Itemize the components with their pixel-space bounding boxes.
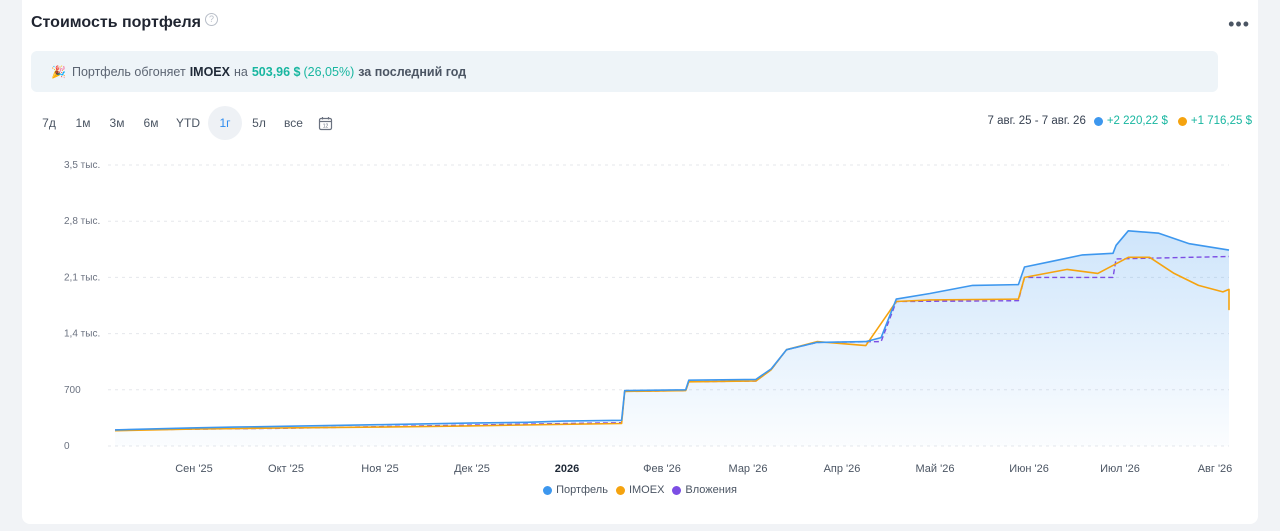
period-6m[interactable]: 6м [143, 116, 159, 130]
imoex-change: +1 716,25 $ [1190, 115, 1252, 127]
banner-amount: 503,96 $ [251, 64, 301, 79]
chart-legend: Портфель IMOEX Вложения [0, 484, 1280, 496]
x-tick-label: Ноя '25 [361, 463, 398, 475]
banner-percent: (26,05%) [303, 64, 355, 79]
x-tick-label: Фев '26 [643, 463, 681, 475]
x-tick-label: Июл '26 [1100, 463, 1140, 475]
x-tick-label: Сен '25 [175, 463, 213, 475]
x-tick-label: Апр '26 [824, 463, 861, 475]
period-selector: 7д 1м 3м 6м YTD 1г 5л все 12 [32, 106, 341, 140]
period-all[interactable]: все [284, 116, 303, 130]
card-title: Стоимость портфеля [31, 14, 202, 31]
period-1m[interactable]: 1м [75, 116, 91, 130]
y-tick-label: 1,4 тыс. [64, 329, 100, 340]
imoex-dot [1177, 116, 1187, 126]
period-5y[interactable]: 5л [252, 116, 266, 130]
y-tick-label: 2,8 тыс. [64, 216, 100, 227]
x-tick-label: Июн '26 [1009, 463, 1049, 475]
legend-investments[interactable]: Вложения [672, 484, 737, 496]
performance-banner: 🎉 Портфель обгоняет IMOEX на 503,96 $ (2… [31, 51, 1218, 92]
svg-text:12: 12 [323, 123, 329, 129]
y-tick-label: 700 [64, 385, 81, 396]
legend-imoex-label: IMOEX [628, 484, 665, 496]
legend-imoex[interactable]: IMOEX [615, 484, 665, 496]
banner-on: на [233, 64, 248, 79]
legend-imoex-dot [615, 485, 625, 495]
y-tick-label: 0 [64, 441, 70, 452]
y-tick-label: 2,1 тыс. [64, 272, 100, 283]
period-3m[interactable]: 3м [109, 116, 125, 130]
x-tick-label: Окт '25 [268, 463, 304, 475]
series-line [114, 230, 1230, 431]
portfolio-dot [1093, 116, 1103, 126]
x-tick-label: 2026 [555, 463, 579, 475]
party-icon: 🎉 [51, 64, 66, 79]
banner-prefix: Портфель обгоняет [71, 64, 186, 79]
title-row: Стоимость портфеля ? [31, 12, 219, 32]
help-icon[interactable]: ? [205, 12, 219, 26]
y-tick-label: 3,5 тыс. [64, 160, 100, 171]
period-7d[interactable]: 7д [42, 116, 56, 130]
legend-portfolio-label: Портфель [556, 484, 608, 496]
period-1y[interactable]: 1г [208, 106, 242, 140]
range-dates: 7 авг. 25 - 7 авг. 26 [987, 115, 1086, 127]
calendar-icon[interactable]: 12 [311, 106, 341, 140]
series-line [114, 256, 1230, 432]
x-tick-label: Май '26 [916, 463, 955, 475]
legend-portfolio-dot [543, 485, 553, 495]
legend-investments-dot [672, 485, 682, 495]
x-tick-label: Дек '25 [454, 463, 490, 475]
banner-suffix: за последний год [358, 64, 467, 79]
x-tick-label: Мар '26 [729, 463, 768, 475]
legend-portfolio[interactable]: Портфель [543, 484, 608, 496]
period-ytd[interactable]: YTD [176, 116, 200, 130]
x-tick-label: Авг '26 [1198, 463, 1233, 475]
portfolio-area [115, 230, 1229, 446]
portfolio-change: +2 220,22 $ [1106, 115, 1168, 127]
range-summary: 7 авг. 25 - 7 авг. 26 +2 220,22 $ +1 716… [987, 115, 1252, 127]
legend-investments-label: Вложения [685, 484, 737, 496]
more-menu-icon[interactable]: ••• [1228, 14, 1250, 34]
banner-benchmark: IMOEX [189, 64, 230, 79]
